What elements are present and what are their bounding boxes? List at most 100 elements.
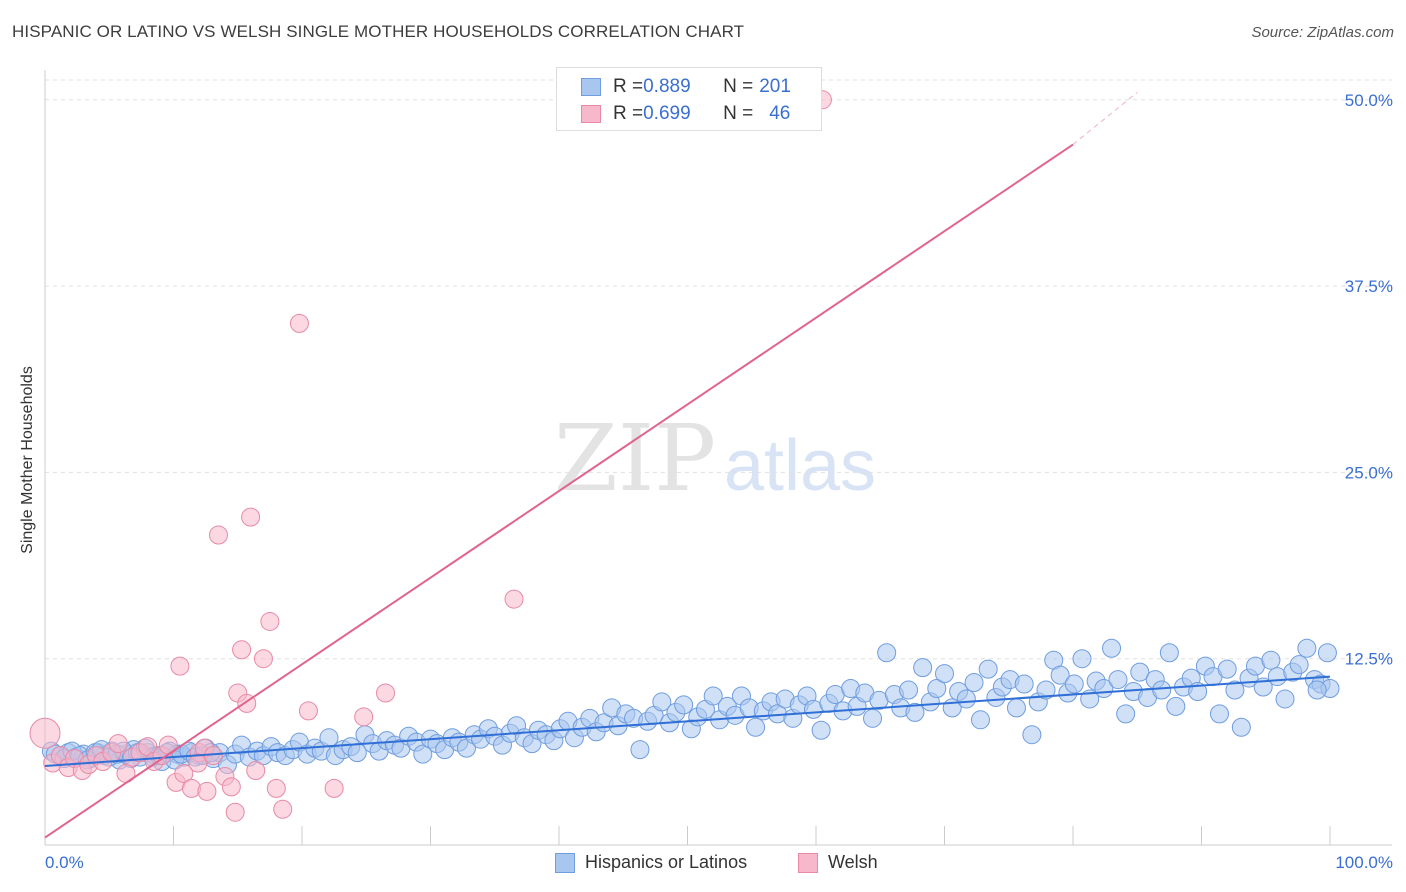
legend-swatch-welsh (581, 105, 601, 123)
series-swatch-hispanic (555, 852, 575, 873)
hispanic-point (1014, 674, 1034, 694)
hispanic-point (978, 659, 998, 679)
hispanic-point (1072, 649, 1092, 669)
hispanic-point (970, 710, 990, 730)
x-tick-label: 0.0% (45, 853, 84, 872)
welsh-trend-extension (1072, 91, 1138, 145)
welsh-point (376, 683, 396, 703)
welsh-point (225, 802, 245, 822)
hispanic-point (1261, 650, 1281, 670)
hispanic-point (1022, 725, 1042, 745)
welsh-point (260, 611, 280, 631)
hispanic-point (1064, 674, 1084, 694)
stats-legend: R = 0.889 N = 201 R = 0.699 N = 46 (556, 67, 822, 131)
hispanic-point (319, 728, 339, 748)
hispanic-point (652, 692, 672, 712)
hispanic-point (935, 664, 954, 684)
legend-r-label: R = (613, 76, 644, 97)
hispanic-trend-line (44, 675, 1331, 768)
legend-row-hispanic: R = 0.889 N = 201 (581, 75, 791, 99)
hispanic-point (1108, 670, 1128, 690)
welsh-point (504, 589, 524, 609)
y-tick-label: 37.5% (1345, 277, 1393, 296)
legend-r-value: 0.699 (643, 103, 691, 124)
welsh-point (253, 649, 273, 669)
series-legend-label: Welsh (828, 852, 878, 872)
y-tick-label: 25.0% (1345, 463, 1393, 482)
welsh-point (289, 313, 309, 333)
legend-n-label: N = (723, 76, 754, 97)
hispanic-point (927, 679, 947, 699)
welsh-point (246, 760, 266, 780)
welsh-point (197, 781, 217, 801)
legend-n-label: N = (723, 103, 754, 124)
welsh-point (273, 799, 293, 819)
welsh-point (170, 656, 190, 676)
welsh-point (324, 778, 344, 798)
legend-swatch-hispanic (581, 78, 601, 96)
series-swatch-welsh (798, 852, 818, 873)
legend-r-value: 0.889 (643, 76, 691, 97)
hispanic-point (674, 695, 694, 715)
hispanic-point (899, 680, 919, 700)
welsh-point (181, 778, 201, 798)
hispanic-point (1297, 638, 1317, 658)
hispanic-point (1006, 698, 1026, 718)
y-tick-label: 12.5% (1345, 650, 1393, 669)
hispanic-point (1307, 680, 1327, 700)
hispanic-point (1102, 638, 1122, 658)
hispanic-point (1225, 680, 1245, 700)
welsh-trend-line (44, 143, 1074, 839)
welsh-point (232, 640, 252, 660)
hispanic-point (1130, 662, 1150, 682)
welsh-point (241, 507, 261, 527)
hispanic-point (1036, 680, 1056, 700)
hispanic-point (1116, 704, 1136, 724)
hispanic-point (1289, 655, 1309, 675)
y-axis-label: Single Mother Households (19, 366, 36, 554)
hispanic-point (956, 689, 976, 709)
welsh-point (298, 701, 318, 721)
hispanic-point (863, 708, 883, 728)
welsh-point (158, 735, 178, 755)
welsh-point (188, 753, 208, 773)
welsh-point (354, 707, 374, 727)
hispanic-point (703, 686, 723, 706)
hispanic-point (1166, 696, 1186, 716)
legend-row-welsh: R = 0.699 N = 46 (581, 102, 790, 126)
hispanic-point (913, 658, 933, 678)
watermark-zip: ZIP (554, 405, 716, 512)
hispanic-point (746, 717, 766, 737)
hispanic-point (811, 720, 831, 740)
welsh-point (29, 717, 61, 749)
series-legend-label: Hispanics or Latinos (585, 852, 748, 872)
hispanic-point (1231, 717, 1251, 737)
legend-r-label: R = (613, 103, 644, 124)
welsh-point (108, 734, 128, 754)
watermark-atlas: atlas (724, 426, 876, 506)
hispanic-point (1050, 665, 1070, 685)
source-credit: Source: ZipAtlas.com (1251, 24, 1394, 41)
series-legend-hispanic[interactable]: Hispanics or Latinos (555, 852, 747, 873)
hispanic-point (877, 643, 897, 663)
hispanic-point (1217, 659, 1237, 679)
hispanic-point (1159, 643, 1179, 663)
welsh-point (208, 525, 228, 545)
welsh-point (221, 777, 241, 797)
hispanic-point (1275, 689, 1295, 709)
hispanic-point (1317, 643, 1337, 663)
welsh-point (174, 763, 194, 783)
y-tick-label: 50.0% (1345, 91, 1393, 110)
legend-n-value: 201 (759, 76, 791, 97)
hispanic-point (964, 673, 984, 693)
hispanic-point (1152, 680, 1172, 700)
hispanic-point (905, 702, 925, 722)
x-tick-label: 100.0% (1335, 853, 1393, 872)
legend-n-value: 46 (769, 103, 791, 124)
series-legend-welsh[interactable]: Welsh (798, 852, 878, 873)
welsh-point (266, 778, 286, 798)
series-legend: Hispanics or Latinos Welsh (0, 852, 1406, 876)
chart-title: HISPANIC OR LATINO VS WELSH SINGLE MOTHE… (12, 22, 745, 41)
hispanic-point (630, 740, 650, 760)
